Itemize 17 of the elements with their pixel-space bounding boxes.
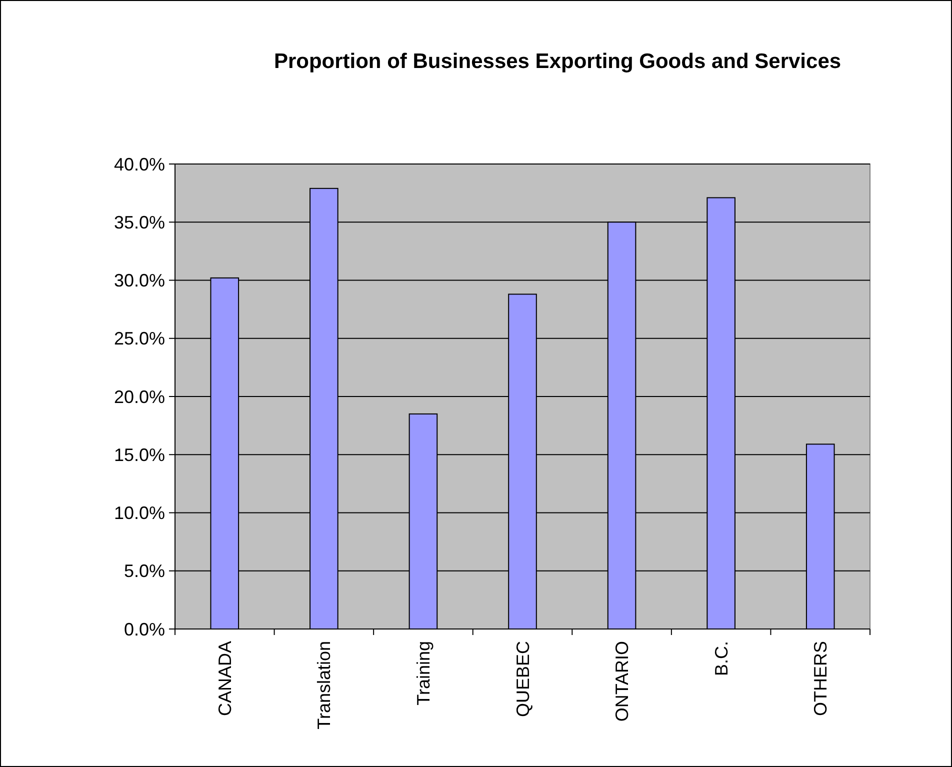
x-tick-label: CANADA <box>214 641 235 716</box>
y-tick-label: 0.0% <box>124 619 165 640</box>
y-tick-label: 15.0% <box>114 444 165 465</box>
y-tick-label: 30.0% <box>114 270 165 291</box>
y-tick-label: 35.0% <box>114 212 165 232</box>
y-tick-label: 10.0% <box>114 503 165 524</box>
y-tick-label: 20.0% <box>114 386 165 407</box>
y-tick-label: 25.0% <box>114 328 165 349</box>
x-tick-label: B.C. <box>711 641 732 676</box>
x-tick-label: OTHERS <box>810 641 831 716</box>
y-tick-label: 5.0% <box>124 561 165 582</box>
chart-title: Proportion of Businesses Exporting Goods and Services <box>274 50 842 73</box>
x-tick-label: ONTARIO <box>612 641 632 722</box>
x-tick-label: QUEBEC <box>512 641 533 718</box>
x-tick-label: Training <box>414 641 434 706</box>
y-tick-label: 40.0% <box>114 154 165 174</box>
x-tick-label: Translation <box>314 641 334 730</box>
